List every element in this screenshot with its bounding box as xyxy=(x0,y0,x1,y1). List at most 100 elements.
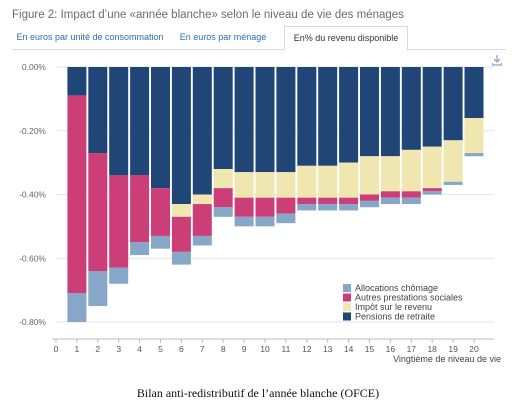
bar-segment xyxy=(192,235,212,246)
bar-segment xyxy=(171,67,191,205)
bar-segment xyxy=(192,204,212,236)
bar-segment xyxy=(401,149,421,192)
bar-segment xyxy=(422,188,442,192)
x-tick-label: 11 xyxy=(281,344,290,354)
y-tick-label: -0.40% xyxy=(19,190,46,200)
bar-segment xyxy=(255,216,275,227)
y-tick-label: -0.60% xyxy=(19,253,46,263)
bar-segment xyxy=(339,67,359,163)
bar-segment xyxy=(151,235,170,249)
bar-segment xyxy=(339,197,359,205)
bar-segment xyxy=(67,95,87,294)
bar-segment xyxy=(360,194,379,201)
legend-swatch[interactable] xyxy=(343,284,351,292)
y-tick-label: -0.20% xyxy=(19,126,46,136)
bar-segment xyxy=(276,197,296,214)
bar-segment xyxy=(380,191,400,198)
bar-segment xyxy=(234,67,254,173)
tab-euros-per-consumption-unit[interactable]: En euros par unité de consommation xyxy=(16,32,164,42)
legend-label: Allocations chômage xyxy=(355,283,438,293)
bar-segment xyxy=(318,204,338,211)
tab-bar: En euros par unité de consommation En eu… xyxy=(12,26,506,51)
x-tick-label: 0 xyxy=(54,344,59,354)
figure-caption: Bilan anti-redistributif de l’année blan… xyxy=(136,386,380,400)
bar-segment xyxy=(360,156,379,195)
chart-title: Figure 2: Impact d’une «année blanche» s… xyxy=(12,9,404,21)
y-tick-label: -0.80% xyxy=(19,317,46,327)
bar-segment xyxy=(360,200,379,208)
bar-segment xyxy=(443,140,463,182)
bar-segment xyxy=(88,153,108,271)
x-tick-label: 6 xyxy=(179,344,184,354)
bar-segment xyxy=(130,175,150,243)
x-tick-label: 19 xyxy=(448,344,458,354)
stacked-bar-chart: 0.00% -0.20% -0.40% -0.60% -0.80% 0 1 2 3 4 5 6 7 8 9 1… xyxy=(19,62,501,364)
bar-segment xyxy=(276,172,296,198)
bar-segment xyxy=(234,172,254,198)
download-icon[interactable] xyxy=(491,54,503,66)
x-tick-label: 9 xyxy=(242,344,247,354)
x-tick-label: 1 xyxy=(75,344,80,354)
bar-segment xyxy=(297,204,317,211)
x-tick-label: 17 xyxy=(407,344,417,354)
x-tick-label: 15 xyxy=(365,344,375,354)
bar-segment xyxy=(171,251,191,265)
x-tick-label: 13 xyxy=(323,344,333,354)
x-tick-label: 8 xyxy=(221,344,226,354)
bar-segment xyxy=(443,181,463,185)
bar-segment xyxy=(109,175,129,268)
x-tick-label: 5 xyxy=(158,344,163,354)
bar-segment xyxy=(213,188,233,208)
x-tick-label: 7 xyxy=(200,344,205,354)
bar-segment xyxy=(318,67,338,166)
bar-segment xyxy=(464,118,484,154)
x-tick-label: 16 xyxy=(386,344,396,354)
bar-segment xyxy=(151,67,170,189)
bar-segment xyxy=(339,204,359,211)
bar-segment xyxy=(213,67,233,169)
legend-swatch[interactable] xyxy=(343,303,351,311)
y-tick-label: 0.00% xyxy=(22,62,47,72)
x-tick-label: 3 xyxy=(116,344,121,354)
bar-segment xyxy=(130,67,150,176)
legend-swatch[interactable] xyxy=(343,312,351,321)
bar-segment xyxy=(318,197,338,205)
bar-segment xyxy=(109,67,129,176)
bar-segment xyxy=(213,207,233,217)
bar-segment xyxy=(422,191,442,195)
x-tick-label: 4 xyxy=(137,344,142,354)
legend-swatch[interactable] xyxy=(343,293,351,302)
bar-segment xyxy=(67,293,87,322)
bar-segment xyxy=(130,242,150,256)
bar-segment xyxy=(192,194,212,205)
bar-segment xyxy=(464,67,484,118)
bar-segment xyxy=(401,191,421,198)
bar-segment xyxy=(234,216,254,227)
legend-label: Autres prestations sociales xyxy=(355,293,463,303)
bar-segment xyxy=(151,188,170,236)
x-tick-label: 14 xyxy=(344,344,354,354)
bar-segment xyxy=(297,165,317,198)
bar-segment xyxy=(255,172,275,198)
x-tick-label: 18 xyxy=(427,344,437,354)
bar-segment xyxy=(109,267,129,284)
x-tick-label: 12 xyxy=(302,344,312,354)
bar-segment xyxy=(422,146,442,189)
bar-segment xyxy=(380,67,400,157)
tab-euros-per-household[interactable]: En euros par ménage xyxy=(179,32,267,42)
bar-segment xyxy=(171,204,191,217)
legend-label: Impôt sur le revenu xyxy=(355,302,432,312)
x-tick-label: 10 xyxy=(260,344,270,354)
bar-segment xyxy=(318,165,338,198)
bar-segment xyxy=(88,271,108,307)
bar-segment xyxy=(422,67,442,147)
x-tick-label: 20 xyxy=(469,344,479,354)
bar-segment xyxy=(464,153,484,157)
bar-segment xyxy=(276,213,296,224)
bar-segment xyxy=(255,67,275,173)
legend-label: Pensions de retraite xyxy=(355,312,435,322)
bar-segment xyxy=(192,67,212,195)
bar-segment xyxy=(67,67,87,96)
bar-segment xyxy=(213,169,233,189)
tab-percent-disposable-income[interactable]: En% du revenu disponible xyxy=(284,26,408,51)
